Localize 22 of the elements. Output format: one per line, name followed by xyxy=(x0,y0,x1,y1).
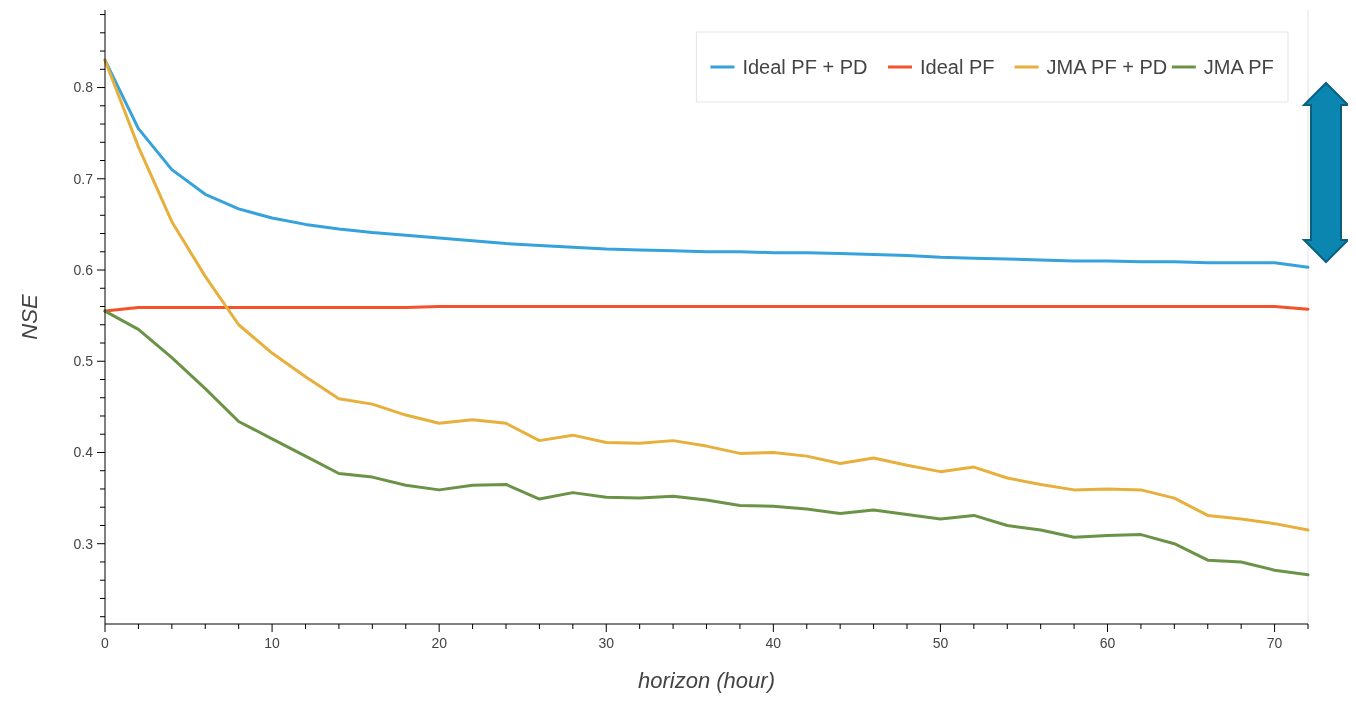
x-tick-label: 70 xyxy=(1266,635,1283,651)
legend-label: Ideal PF xyxy=(920,56,995,78)
legend-label: JMA PF xyxy=(1203,56,1274,78)
line-series xyxy=(103,309,1310,577)
legend-label: JMA PF + PD xyxy=(1046,56,1168,78)
y-axis-title: NSE xyxy=(17,294,42,340)
x-tick-label: 20 xyxy=(431,635,448,651)
x-tick-label: 40 xyxy=(765,635,782,651)
legend-label: Ideal PF + PD xyxy=(742,56,868,78)
x-tick-label: 30 xyxy=(598,635,615,651)
y-tick-label: 0.6 xyxy=(73,261,94,278)
y-tick-label: 0.4 xyxy=(73,444,94,461)
x-tick-label: 0 xyxy=(101,635,110,651)
x-axis-title: horizon (hour) xyxy=(638,668,775,693)
line-series xyxy=(103,58,1310,532)
y-tick-label: 0.3 xyxy=(73,535,94,552)
x-tick-label: 50 xyxy=(932,635,949,651)
x-tick-label: 60 xyxy=(1099,635,1116,651)
y-tick-label: 0.5 xyxy=(73,353,94,370)
y-tick-label: 0.7 xyxy=(73,170,94,187)
x-tick-label: 10 xyxy=(264,635,281,651)
y-tick-label: 0.8 xyxy=(73,79,94,96)
